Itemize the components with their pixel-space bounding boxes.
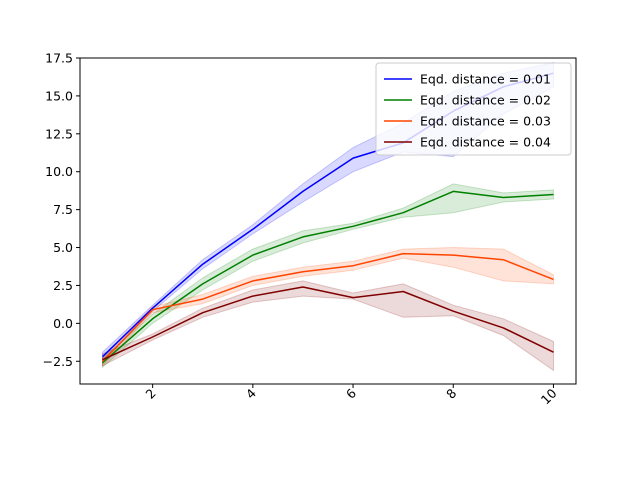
axes-frame xyxy=(79,57,577,385)
y-tick-label: 0.0 xyxy=(53,316,73,331)
y-tick-label: 10.0 xyxy=(45,164,73,179)
series-4-line xyxy=(102,286,554,361)
y-tick-label: 12.5 xyxy=(45,126,73,141)
y-tick-label: −2.5 xyxy=(43,354,73,369)
legend-label-4: Eqd. distance = 0.04 xyxy=(420,135,551,150)
legend-box xyxy=(375,62,572,156)
series-3-band xyxy=(102,246,554,368)
y-axis: −2.5 0.0 2.5 5.0 7.5 10.0 12.5 15.0 17.5 xyxy=(43,51,80,369)
y-tick-label: 17.5 xyxy=(45,51,73,66)
series-3-line xyxy=(101,252,554,362)
series-2-band xyxy=(102,183,554,369)
y-tick-label: 15.0 xyxy=(45,88,73,103)
series-2-line xyxy=(102,190,554,364)
legend-label-3: Eqd. distance = 0.03 xyxy=(420,114,551,129)
y-tick-label: 2.5 xyxy=(53,278,73,293)
legend-label-2: Eqd. distance = 0.02 xyxy=(420,93,551,108)
series-4-band xyxy=(102,280,554,372)
legend: Eqd. distance = 0.01 Eqd. distance = 0.02… xyxy=(375,62,572,156)
y-tick-label: 5.0 xyxy=(53,240,73,255)
y-tick-label: 7.5 xyxy=(53,202,73,217)
legend-label-1: Eqd. distance = 0.01 xyxy=(420,72,551,87)
